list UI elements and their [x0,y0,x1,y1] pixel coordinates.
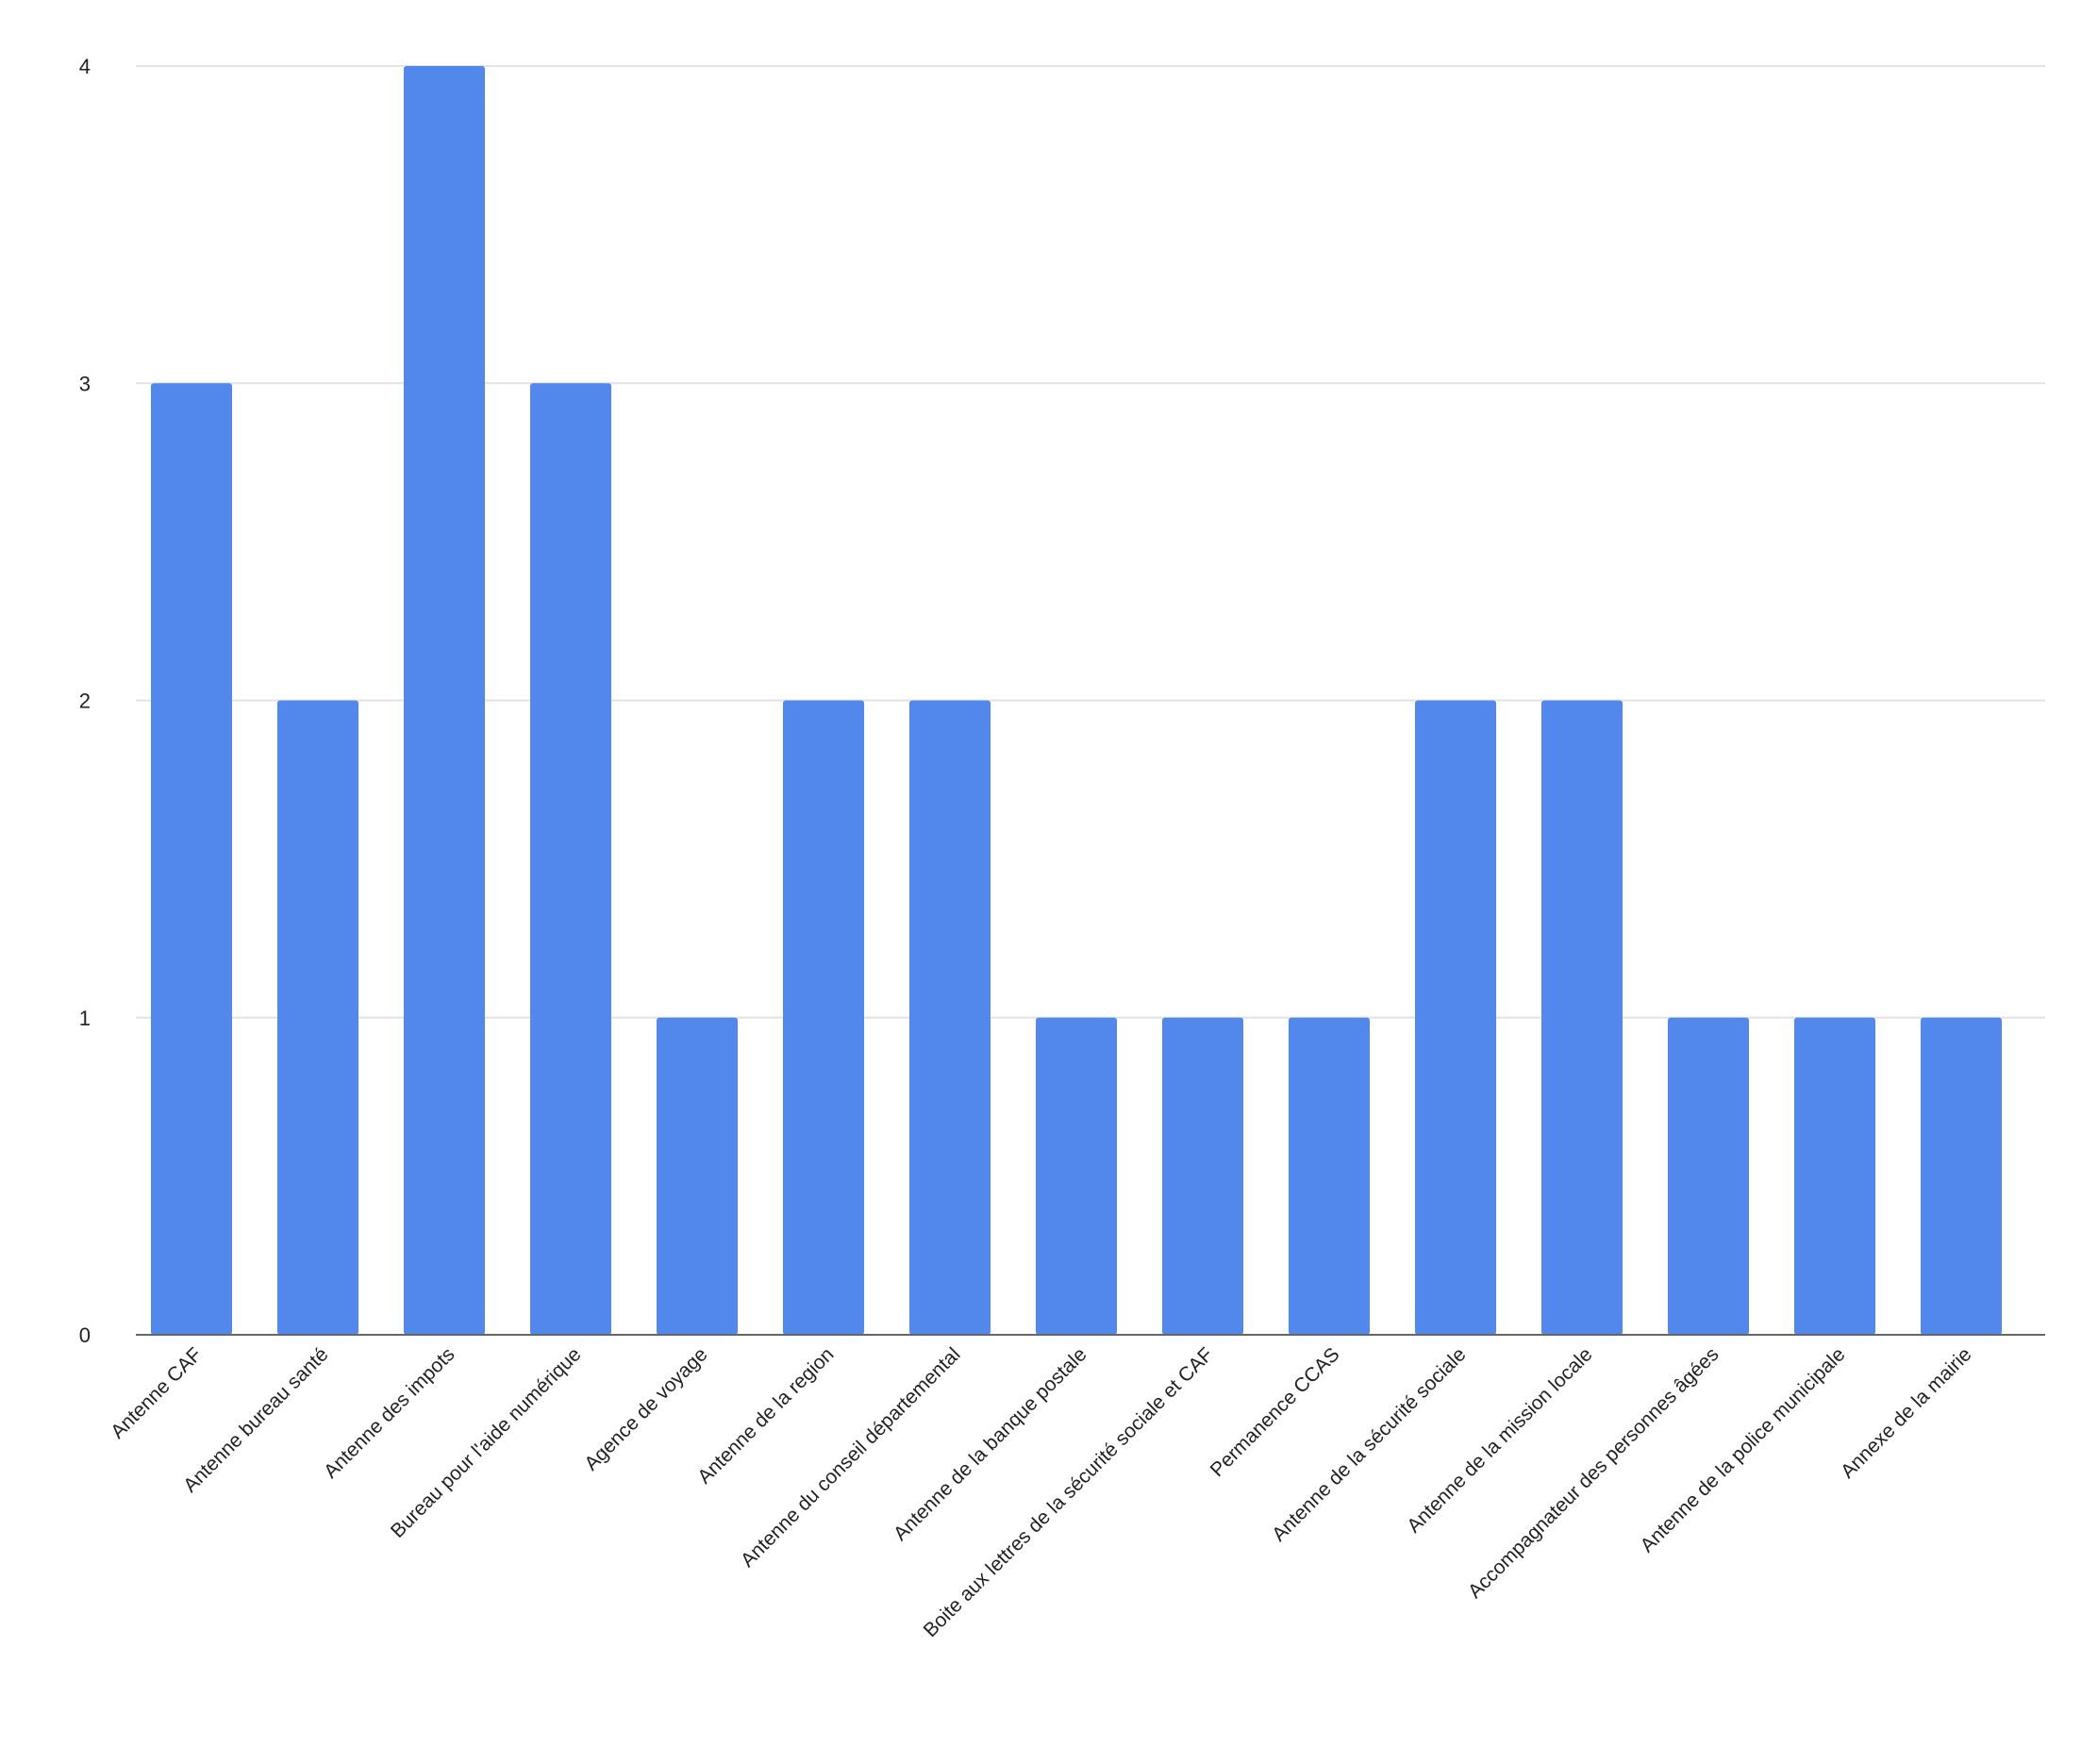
bar [1162,1017,1243,1335]
x-category-label: Accompagnateur des personnes âgées [1464,1343,1723,1603]
x-category-label: Antenne CAF [107,1343,206,1442]
y-tick-label: 4 [79,55,91,78]
bar [1921,1017,2002,1335]
y-tick-label: 2 [79,690,91,713]
x-category-label: Antenne des impots [320,1343,459,1483]
bar [1794,1017,1875,1335]
x-category-label: Antenne du conseil départemental [737,1343,965,1572]
bar [151,383,232,1335]
bar [530,383,611,1335]
x-category-label: Antenne bureau santé [179,1343,332,1496]
y-tick-label: 1 [79,1007,91,1030]
y-tick-label: 3 [79,372,91,395]
bar [783,700,864,1335]
bar [1415,700,1496,1335]
y-tick-label: 0 [79,1323,91,1347]
bar [1668,1017,1749,1335]
bars [151,66,2002,1335]
bar [277,700,358,1335]
bar [404,66,485,1335]
x-category-label: Antenne de la region [693,1343,838,1488]
x-category-label: Permanence CCAS [1207,1343,1344,1481]
x-category-label: Annexe de la mairie [1837,1343,1976,1483]
y-axis-ticks: 0 1 2 3 4 [79,55,91,1347]
x-category-label: Agence de voyage [580,1343,711,1474]
bar [1036,1017,1117,1335]
bar [1289,1017,1370,1335]
x-category-label: Antenne de la police municipale [1637,1343,1850,1556]
bar [1541,700,1623,1335]
bar [909,700,991,1335]
x-category-label: Boite aux lettres de la sécurité sociale… [920,1343,1218,1641]
bar [657,1017,738,1335]
